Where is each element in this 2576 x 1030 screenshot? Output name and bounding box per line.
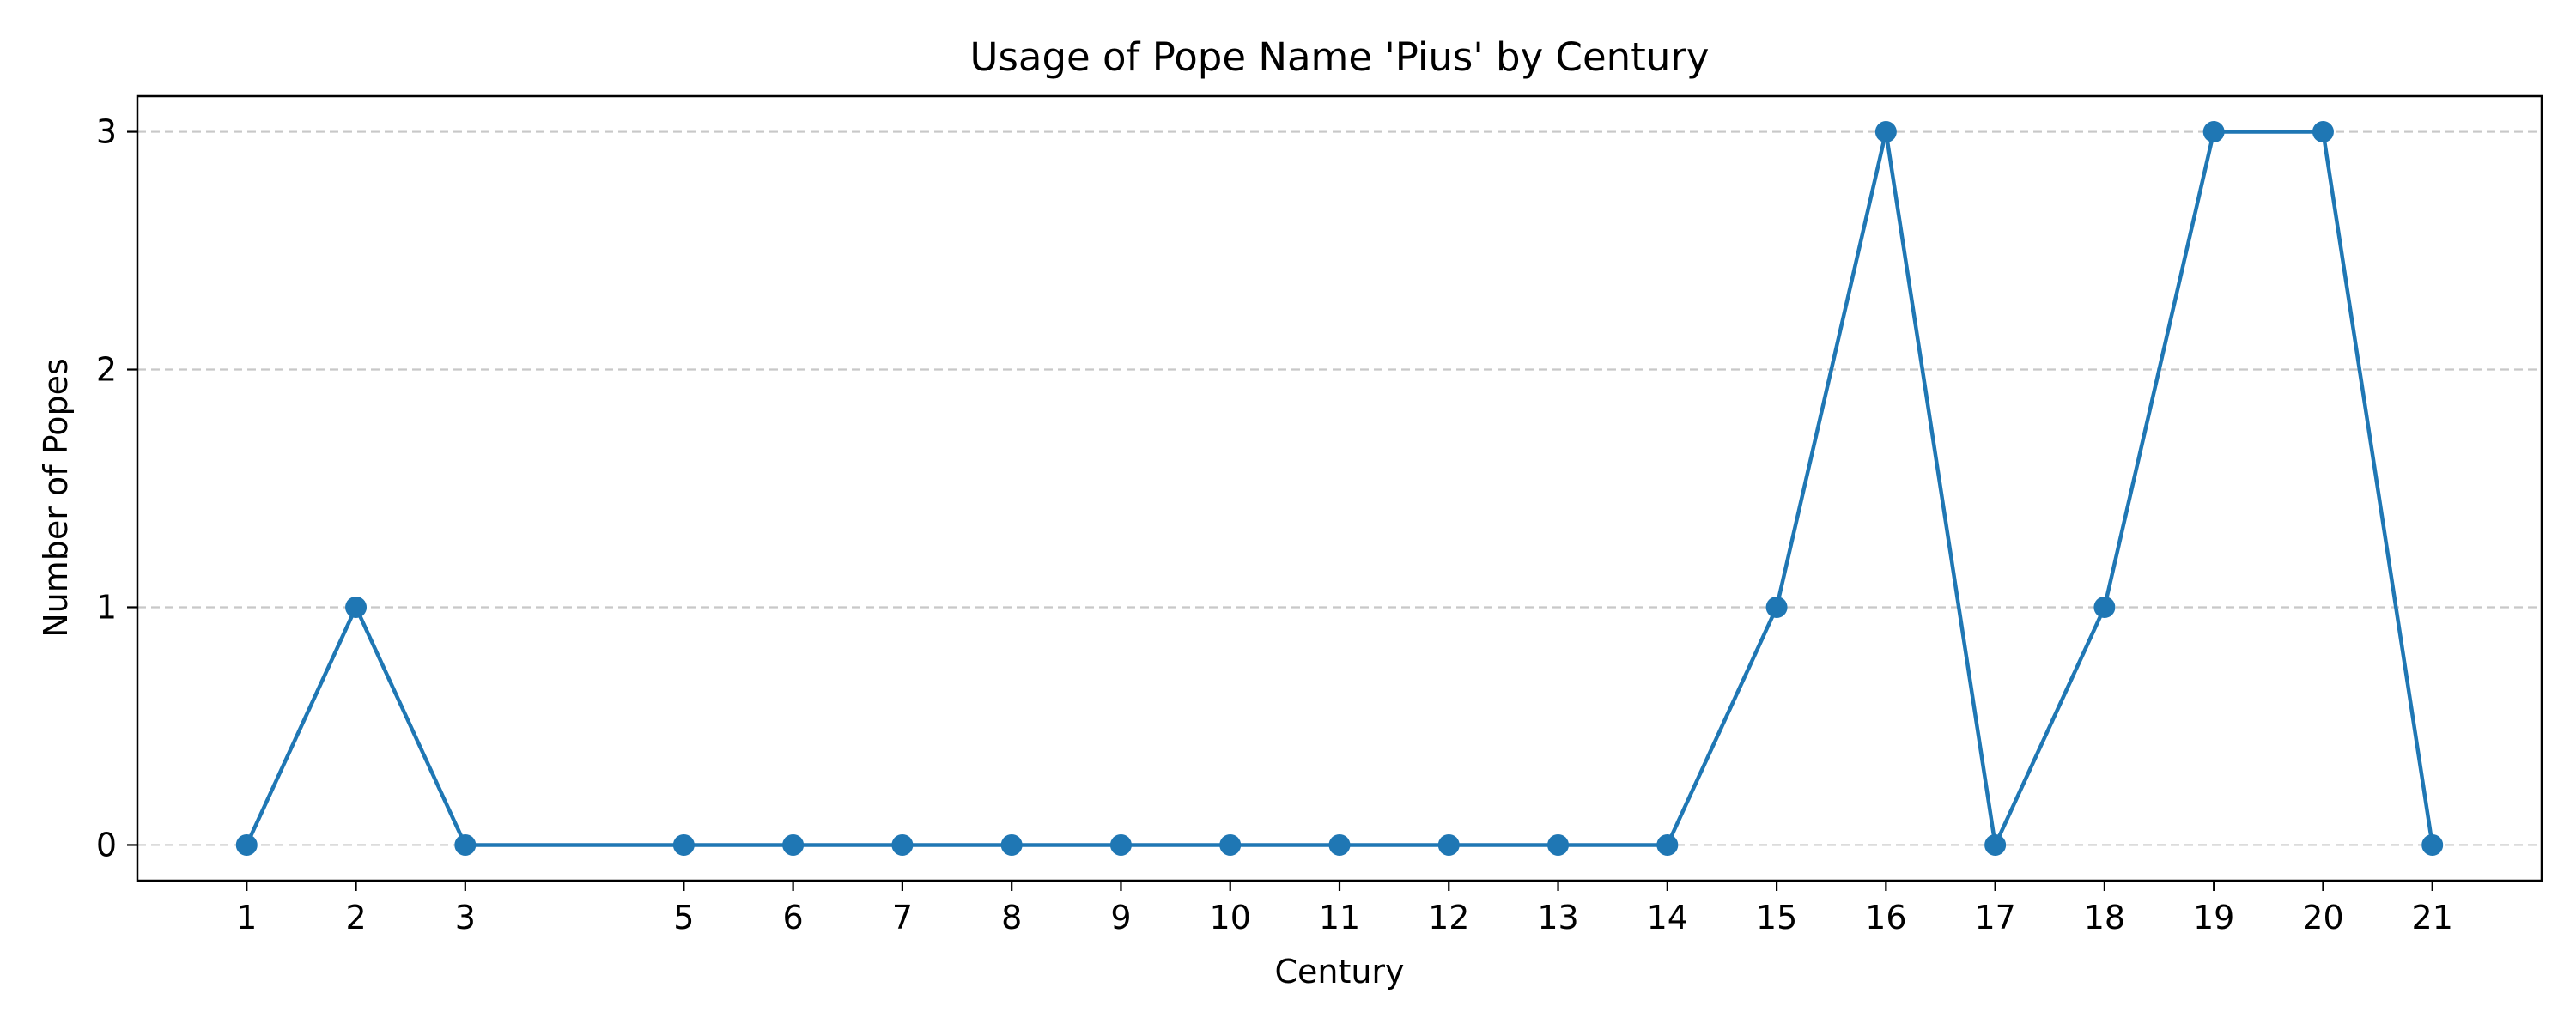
grid-lines xyxy=(137,130,2542,846)
data-point xyxy=(1547,833,1570,856)
data-point xyxy=(2421,833,2444,856)
data-point xyxy=(1328,833,1351,856)
y-axis-ticks: 0 1 2 3 xyxy=(96,113,137,863)
x-tick-label: 6 xyxy=(783,899,804,936)
x-tick-label: 17 xyxy=(1974,899,2015,936)
data-point xyxy=(235,833,258,856)
y-tick-label: 0 xyxy=(96,826,117,863)
x-tick-label: 3 xyxy=(455,899,476,936)
data-point xyxy=(1984,833,2007,856)
y-tick-label: 1 xyxy=(96,588,117,626)
x-tick-label: 15 xyxy=(1756,899,1797,936)
data-point xyxy=(2202,121,2225,143)
series-pius xyxy=(235,121,2444,856)
data-point xyxy=(1219,833,1242,856)
data-point xyxy=(1437,833,1460,856)
data-point xyxy=(2312,121,2334,143)
data-point xyxy=(672,833,695,856)
data-point xyxy=(1000,833,1023,856)
x-tick-label: 19 xyxy=(2193,899,2234,936)
x-axis-label: Century xyxy=(1274,953,1404,991)
data-point xyxy=(454,833,477,856)
data-point xyxy=(1656,833,1679,856)
chart-title: Usage of Pope Name 'Pius' by Century xyxy=(970,34,1710,80)
x-tick-label: 16 xyxy=(1865,899,1906,936)
data-point xyxy=(1765,596,1788,618)
data-point xyxy=(2093,596,2116,618)
x-tick-label: 9 xyxy=(1110,899,1131,936)
x-axis-ticks: 1 2 3 5 6 7 8 9 10 11 12 13 14 15 16 17 18 19 20 21 xyxy=(236,881,2453,936)
data-point xyxy=(891,833,914,856)
data-point xyxy=(782,833,805,856)
x-tick-label: 11 xyxy=(1319,899,1360,936)
x-tick-label: 10 xyxy=(1210,899,1251,936)
x-tick-label: 1 xyxy=(236,899,257,936)
x-tick-label: 14 xyxy=(1647,899,1688,936)
x-tick-label: 8 xyxy=(1001,899,1022,936)
data-point xyxy=(1874,121,1897,143)
y-axis-label: Number of Popes xyxy=(37,358,75,638)
data-point xyxy=(345,596,368,618)
x-tick-label: 13 xyxy=(1537,899,1578,936)
y-tick-label: 3 xyxy=(96,113,117,151)
x-tick-label: 2 xyxy=(345,899,366,936)
x-tick-label: 12 xyxy=(1428,899,1469,936)
data-point xyxy=(1109,833,1132,856)
series-line xyxy=(245,130,2434,847)
x-tick-label: 7 xyxy=(892,899,913,936)
x-tick-label: 5 xyxy=(673,899,694,936)
x-tick-label: 18 xyxy=(2084,899,2125,936)
x-tick-label: 21 xyxy=(2412,899,2453,936)
plot-frame xyxy=(136,94,2543,882)
y-tick-label: 2 xyxy=(96,351,117,389)
x-tick-label: 20 xyxy=(2302,899,2343,936)
